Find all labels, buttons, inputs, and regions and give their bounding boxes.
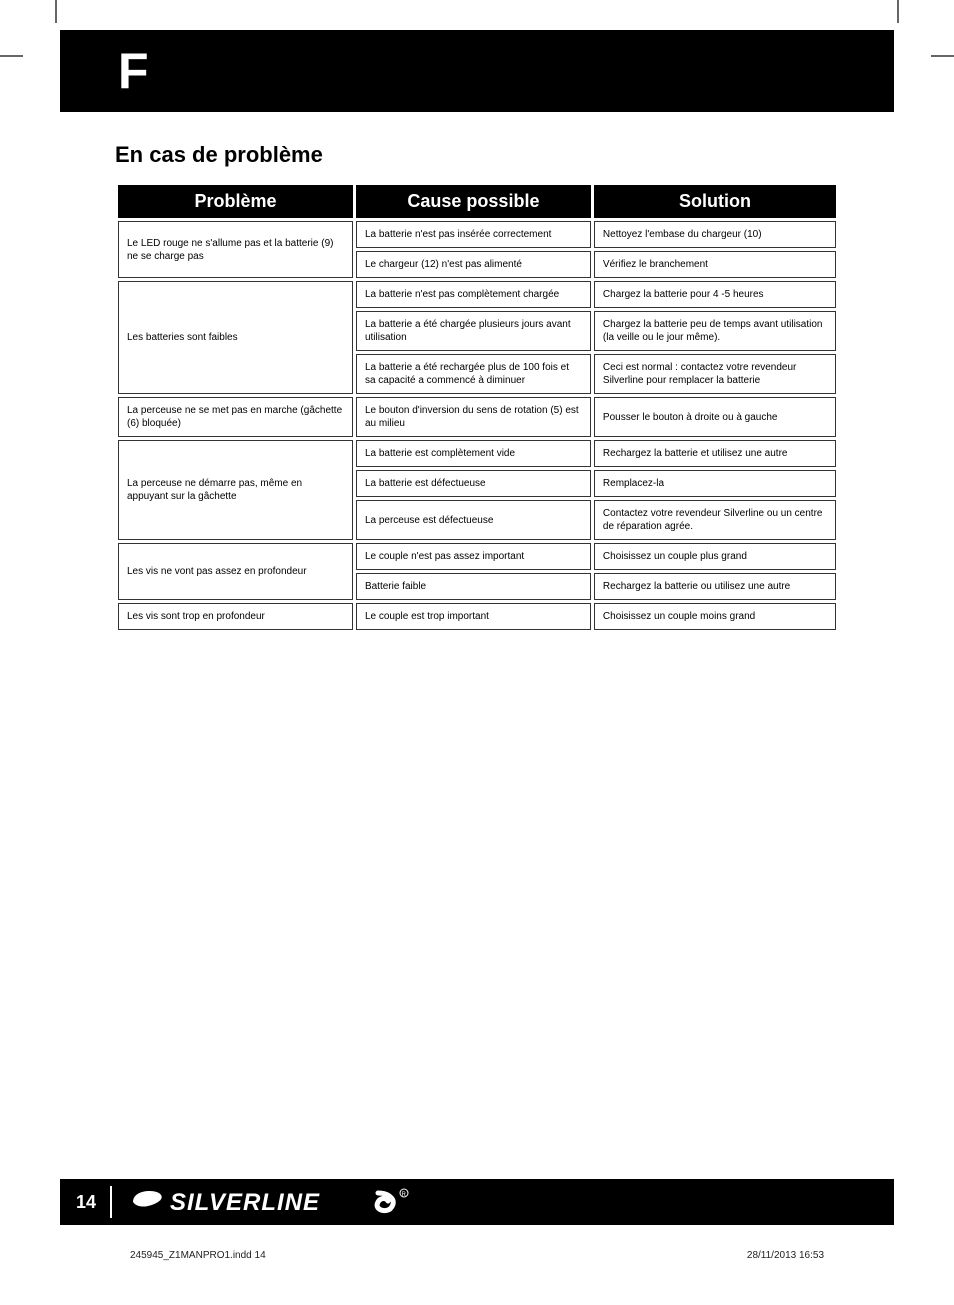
crop-mark bbox=[0, 55, 23, 57]
cell-solution: Rechargez la batterie ou utilisez une au… bbox=[594, 573, 836, 600]
silverline-logo-icon: SILVERLINE R bbox=[128, 1187, 418, 1217]
cell-solution: Remplacez-la bbox=[594, 470, 836, 497]
content-area: En cas de problème Problème Cause possib… bbox=[60, 142, 894, 633]
cell-cause: La perceuse est défectueuse bbox=[356, 500, 591, 540]
table-row: Les batteries sont faiblesLa batterie n'… bbox=[118, 281, 836, 308]
cell-cause: La batterie n'est pas insérée correcteme… bbox=[356, 221, 591, 248]
cell-solution: Nettoyez l'embase du chargeur (10) bbox=[594, 221, 836, 248]
cell-cause: La batterie est défectueuse bbox=[356, 470, 591, 497]
cell-cause: Le bouton d'inversion du sens de rotatio… bbox=[356, 397, 591, 437]
cell-solution: Choisissez un couple moins grand bbox=[594, 603, 836, 630]
cell-solution: Pousser le bouton à droite ou à gauche bbox=[594, 397, 836, 437]
brand-logo: SILVERLINE R bbox=[128, 1187, 418, 1217]
cell-cause: La batterie a été rechargée plus de 100 … bbox=[356, 354, 591, 394]
header-band: F bbox=[60, 30, 894, 112]
section-title: En cas de problème bbox=[115, 142, 839, 168]
cell-cause: Le couple est trop important bbox=[356, 603, 591, 630]
prepress-timestamp: 28/11/2013 16:53 bbox=[747, 1250, 824, 1261]
cell-cause: Le chargeur (12) n'est pas alimenté bbox=[356, 251, 591, 278]
cell-problem: La perceuse ne démarre pas, même en appu… bbox=[118, 440, 353, 540]
table-row: Le LED rouge ne s'allume pas et la batte… bbox=[118, 221, 836, 248]
footer-band: 14 SILVERLINE R bbox=[60, 1179, 894, 1225]
table-header-solution: Solution bbox=[594, 185, 836, 218]
cell-solution: Contactez votre revendeur Silverline ou … bbox=[594, 500, 836, 540]
cell-solution: Ceci est normal : contactez votre revend… bbox=[594, 354, 836, 394]
cell-problem: Les vis ne vont pas assez en profondeur bbox=[118, 543, 353, 600]
table-row: Les vis sont trop en profondeurLe couple… bbox=[118, 603, 836, 630]
crop-mark bbox=[897, 0, 899, 23]
table-body: Le LED rouge ne s'allume pas et la batte… bbox=[118, 221, 836, 630]
cell-cause: La batterie n'est pas complètement charg… bbox=[356, 281, 591, 308]
cell-problem: Les vis sont trop en profondeur bbox=[118, 603, 353, 630]
cell-cause: Le couple n'est pas assez important bbox=[356, 543, 591, 570]
cell-solution: Chargez la batterie pour 4 -5 heures bbox=[594, 281, 836, 308]
cell-solution: Choisissez un couple plus grand bbox=[594, 543, 836, 570]
prepress-filename: 245945_Z1MANPRO1.indd 14 bbox=[130, 1250, 266, 1261]
troubleshooting-table: Problème Cause possible Solution Le LED … bbox=[115, 182, 839, 633]
prepress-info: 245945_Z1MANPRO1.indd 14 28/11/2013 16:5… bbox=[130, 1250, 824, 1261]
table-row: La perceuse ne se met pas en marche (gâc… bbox=[118, 397, 836, 437]
table-header-problem: Problème bbox=[118, 185, 353, 218]
cell-solution: Vérifiez le branchement bbox=[594, 251, 836, 278]
svg-text:R: R bbox=[402, 1192, 407, 1198]
cell-solution: Chargez la batterie peu de temps avant u… bbox=[594, 311, 836, 351]
table-row: Les vis ne vont pas assez en profondeurL… bbox=[118, 543, 836, 570]
cell-cause: La batterie est complètement vide bbox=[356, 440, 591, 467]
table-row: La perceuse ne démarre pas, même en appu… bbox=[118, 440, 836, 467]
cell-cause: Batterie faible bbox=[356, 573, 591, 600]
crop-mark bbox=[55, 0, 57, 23]
cell-problem: La perceuse ne se met pas en marche (gâc… bbox=[118, 397, 353, 437]
page-container: F En cas de problème Problème Cause poss… bbox=[60, 30, 894, 1275]
cell-solution: Rechargez la batterie et utilisez une au… bbox=[594, 440, 836, 467]
svg-text:SILVERLINE: SILVERLINE bbox=[170, 1189, 320, 1216]
crop-mark bbox=[931, 55, 954, 57]
cell-problem: Le LED rouge ne s'allume pas et la batte… bbox=[118, 221, 353, 278]
language-indicator: F bbox=[118, 42, 149, 100]
cell-cause: La batterie a été chargée plusieurs jour… bbox=[356, 311, 591, 351]
page-number: 14 bbox=[76, 1186, 112, 1218]
cell-problem: Les batteries sont faibles bbox=[118, 281, 353, 394]
table-header-cause: Cause possible bbox=[356, 185, 591, 218]
